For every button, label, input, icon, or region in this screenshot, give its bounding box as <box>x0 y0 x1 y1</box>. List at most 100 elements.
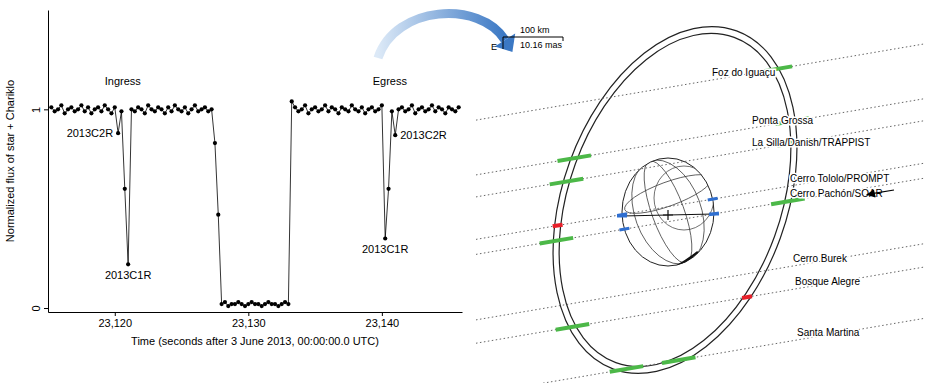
data-point <box>386 187 390 191</box>
data-point <box>79 103 83 107</box>
data-point <box>427 107 431 111</box>
data-point <box>106 107 110 111</box>
chord-line <box>476 318 924 383</box>
data-point <box>89 111 93 115</box>
data-point <box>346 109 350 113</box>
data-point <box>83 109 87 113</box>
data-point <box>380 103 384 107</box>
annotation: 2013C2R <box>400 129 447 141</box>
data-point <box>103 103 107 107</box>
data-point <box>320 107 324 111</box>
data-point <box>356 109 360 113</box>
chord-line <box>476 267 924 343</box>
data-point <box>293 105 297 109</box>
data-point <box>173 103 177 107</box>
x-tick: 23,140 <box>366 312 400 329</box>
x-tick-mark <box>382 312 383 316</box>
x-tick-label: 23,120 <box>98 317 132 329</box>
x-tick: 23,130 <box>232 312 266 329</box>
data-point <box>113 105 117 109</box>
data-point <box>323 103 327 107</box>
x-tick-label: 23,130 <box>232 317 266 329</box>
data-point <box>123 187 127 191</box>
body-detection <box>709 213 719 215</box>
data-point <box>300 107 304 111</box>
plot-area <box>49 99 461 308</box>
data-point <box>56 107 60 111</box>
ring-c2r <box>516 1 834 383</box>
body-parallel <box>621 167 716 221</box>
data-point <box>146 103 150 107</box>
data-point <box>166 105 170 109</box>
data-point <box>336 111 340 115</box>
data-point <box>109 111 113 115</box>
data-point <box>143 111 147 115</box>
y-tick-mark <box>44 109 48 110</box>
data-point <box>457 105 461 109</box>
y-tick: 1 <box>30 107 48 113</box>
station-label: Foz do Iguaçu <box>712 67 775 78</box>
light-curve-line <box>51 101 458 306</box>
ring-detection <box>550 179 584 185</box>
data-point <box>363 111 367 115</box>
data-point <box>326 109 330 113</box>
station-label: Bosque Alegre <box>795 276 860 287</box>
data-point <box>390 109 394 113</box>
x-axis-line <box>49 312 463 313</box>
data-point <box>119 109 123 113</box>
data-point <box>350 103 354 107</box>
data-point <box>139 107 143 111</box>
body-center <box>663 210 673 220</box>
data-point <box>213 141 217 145</box>
data-point <box>49 105 53 109</box>
data-point <box>153 109 157 113</box>
data-point <box>59 103 63 107</box>
station-label: Ponta Grossa <box>752 115 814 126</box>
data-point <box>69 105 73 109</box>
annotation: Egress <box>373 75 408 87</box>
data-point <box>286 302 290 306</box>
scale-distance: 100 km <box>520 25 550 35</box>
data-point <box>303 103 307 107</box>
data-point <box>133 109 137 113</box>
y-axis: 01 <box>30 11 49 313</box>
data-point <box>393 133 397 137</box>
x-tick-mark <box>115 312 116 316</box>
scale-bar <box>503 37 563 49</box>
data-point <box>306 111 310 115</box>
body-detection <box>619 228 629 230</box>
curved-arrow <box>378 14 505 58</box>
chord-line <box>476 99 924 175</box>
body-detection <box>617 214 627 216</box>
data-point <box>360 105 364 109</box>
y-tick: 0 <box>30 305 48 311</box>
body-axis-end <box>709 213 719 216</box>
x-tick-label: 23,140 <box>366 317 400 329</box>
data-point <box>96 105 100 109</box>
chord-line <box>476 178 924 254</box>
data-point <box>126 262 130 266</box>
data-point <box>290 99 294 103</box>
chord-line <box>476 44 924 120</box>
figure: 23,12023,13023,14001Time (seconds after … <box>0 0 930 383</box>
data-point <box>169 109 173 113</box>
data-point <box>203 105 207 109</box>
data-point <box>430 103 434 107</box>
data-point <box>63 111 67 115</box>
data-point <box>216 213 220 217</box>
y-axis-line <box>48 11 49 313</box>
annotation: 2013C2R <box>67 127 114 139</box>
data-point <box>410 103 414 107</box>
motion-arrow-head <box>866 190 875 198</box>
y-tick-label: 0 <box>30 305 42 311</box>
ring-detection <box>742 296 752 298</box>
data-point <box>376 107 380 111</box>
data-point <box>406 107 410 111</box>
x-axis-title: Time (seconds after 3 June 2013, 00:00:0… <box>131 335 379 347</box>
station-label: Cerro Pachón/SOAR <box>790 188 883 199</box>
ring-detection <box>662 357 696 363</box>
scale-angle: 10.16 mas <box>520 40 563 50</box>
y-tick-mark <box>44 308 48 309</box>
body-meridian <box>618 150 717 274</box>
data-point <box>163 111 167 115</box>
